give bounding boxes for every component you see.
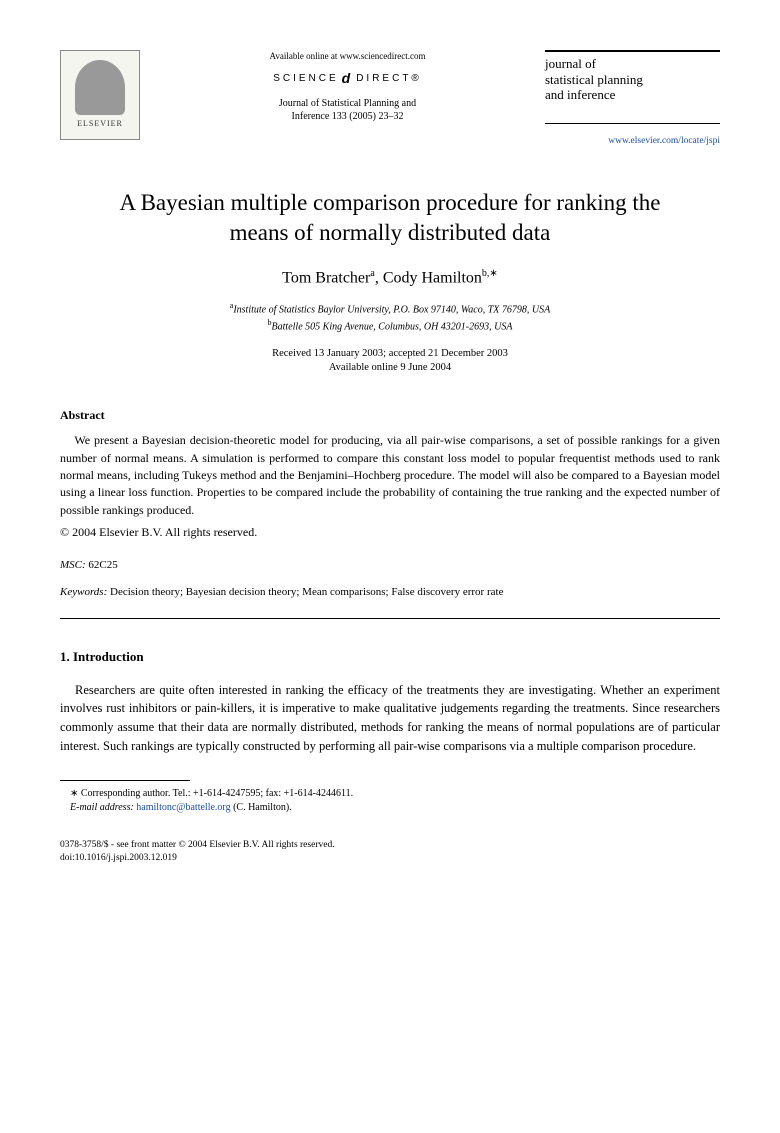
header-center: Available online at www.sciencedirect.co…	[150, 50, 545, 123]
authors-line: Tom Bratchera, Cody Hamiltonb,∗	[60, 266, 720, 290]
footnote-email-line: E-mail address: hamiltonc@battelle.org (…	[60, 801, 720, 815]
journal-link[interactable]: www.elsevier.com/locate/jspi	[545, 134, 720, 148]
sciencedirect-d-icon: d	[342, 68, 354, 89]
affiliation-a: aInstitute of Statistics Baylor Universi…	[60, 300, 720, 317]
abstract-text: We present a Bayesian decision-theoretic…	[60, 432, 720, 519]
msc-line: MSC: 62C25	[60, 557, 720, 574]
keywords-value: Decision theory; Bayesian decision theor…	[110, 586, 503, 598]
page-header: ELSEVIER Available online at www.science…	[60, 50, 720, 148]
footer-line1: 0378-3758/$ - see front matter © 2004 El…	[60, 839, 720, 852]
author-1: Tom Bratcher	[282, 269, 370, 286]
introduction-heading: 1. Introduction	[60, 647, 720, 667]
available-online-text: Available online at www.sciencedirect.co…	[165, 50, 530, 64]
header-right: journal of statistical planning and infe…	[545, 50, 720, 148]
corresponding-author-footnote: ∗ Corresponding author. Tel.: +1-614-424…	[60, 787, 720, 815]
elsevier-label: ELSEVIER	[77, 118, 123, 130]
elsevier-tree-icon	[75, 60, 125, 115]
journal-title-line1: journal of	[545, 56, 720, 72]
journal-ref-line1: Journal of Statistical Planning and	[165, 97, 530, 110]
keywords-label: Keywords:	[60, 586, 107, 598]
affiliations: aInstitute of Statistics Baylor Universi…	[60, 300, 720, 335]
section-divider	[60, 618, 720, 619]
author-2-affil: b,∗	[482, 268, 498, 279]
article-title: A Bayesian multiple comparison procedure…	[90, 188, 690, 248]
journal-ref-line2: Inference 133 (2005) 23–32	[165, 110, 530, 123]
sciencedirect-right: DIRECT®	[356, 71, 422, 86]
sciencedirect-brand: SCIENCE d DIRECT®	[165, 68, 530, 89]
journal-title-line2: statistical planning	[545, 72, 720, 88]
online-date: Available online 9 June 2004	[60, 361, 720, 376]
journal-title-line3: and inference	[545, 87, 720, 103]
abstract-heading: Abstract	[60, 406, 720, 424]
keywords-line: Keywords: Decision theory; Bayesian deci…	[60, 584, 720, 601]
publisher-logo-block: ELSEVIER	[60, 50, 150, 140]
footnote-rule	[60, 780, 190, 781]
journal-title-box: journal of statistical planning and infe…	[545, 50, 720, 124]
author-2: Cody Hamilton	[383, 269, 482, 286]
footnote-corr: ∗ Corresponding author. Tel.: +1-614-424…	[60, 787, 720, 801]
sciencedirect-left: SCIENCE	[273, 71, 338, 86]
received-date: Received 13 January 2003; accepted 21 De…	[60, 347, 720, 362]
email-author: (C. Hamilton).	[233, 802, 292, 813]
footer-line2: doi:10.1016/j.jspi.2003.12.019	[60, 852, 720, 865]
msc-value: 62C25	[88, 559, 117, 571]
journal-reference: Journal of Statistical Planning and Infe…	[165, 97, 530, 123]
email-label: E-mail address:	[70, 802, 134, 813]
author-1-affil: a	[370, 268, 374, 279]
introduction-paragraph: Researchers are quite often interested i…	[60, 681, 720, 756]
elsevier-logo: ELSEVIER	[60, 50, 140, 140]
abstract-copyright: © 2004 Elsevier B.V. All rights reserved…	[60, 523, 720, 541]
msc-label: MSC:	[60, 559, 86, 571]
email-address[interactable]: hamiltonc@battelle.org	[136, 802, 230, 813]
footer-info: 0378-3758/$ - see front matter © 2004 El…	[60, 839, 720, 866]
affiliation-b: bBattelle 505 King Avenue, Columbus, OH …	[60, 317, 720, 334]
article-dates: Received 13 January 2003; accepted 21 De…	[60, 347, 720, 376]
